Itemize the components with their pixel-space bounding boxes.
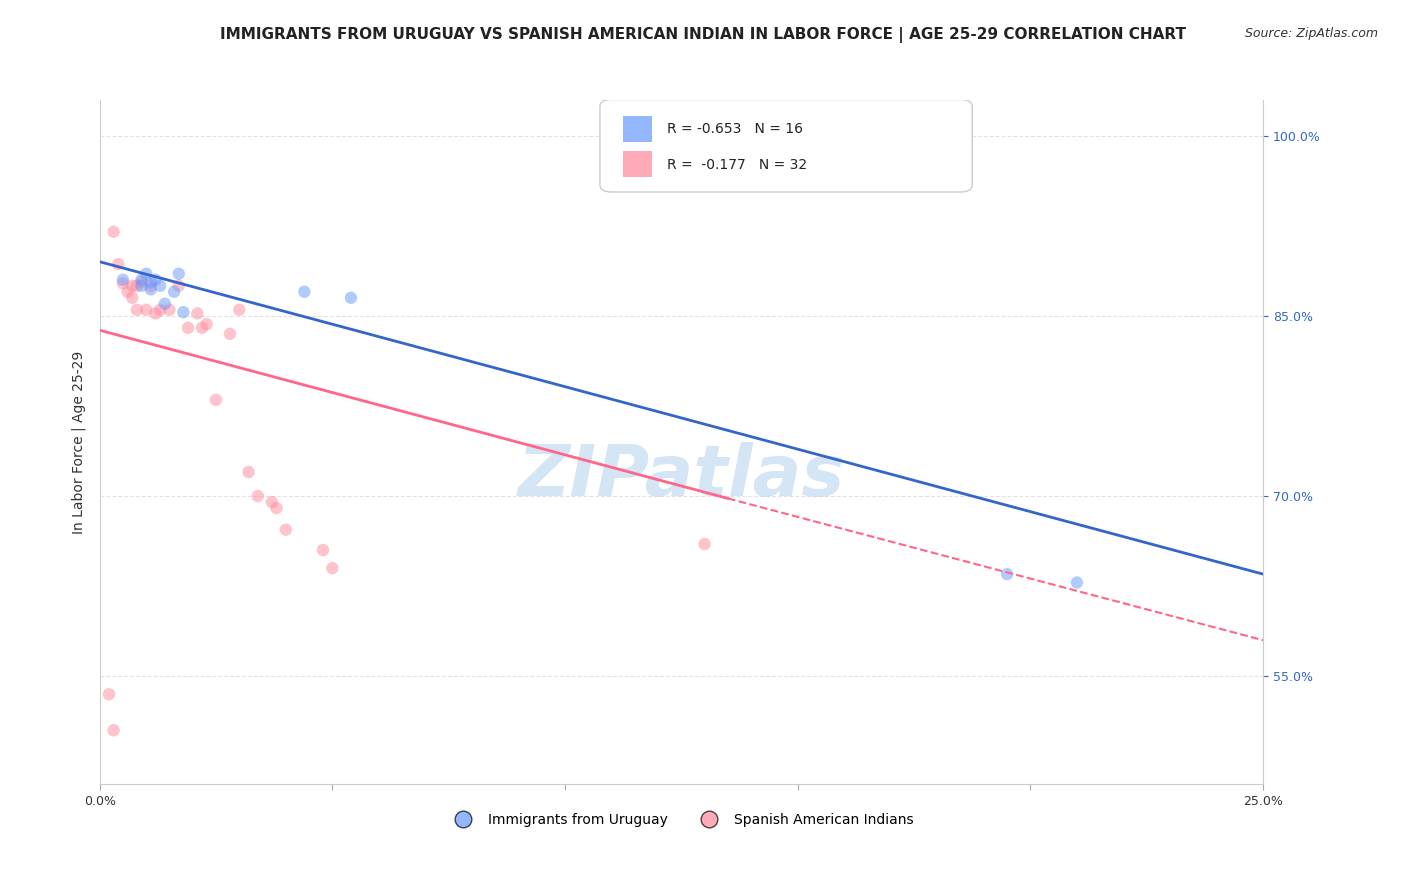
Point <box>195 317 218 331</box>
Point <box>97 687 120 701</box>
Point <box>312 543 335 558</box>
Point <box>163 285 186 299</box>
Point <box>159 302 181 317</box>
Point <box>260 495 283 509</box>
Point <box>145 273 167 287</box>
Point <box>121 278 143 293</box>
Bar <box>623 151 652 177</box>
Text: IMMIGRANTS FROM URUGUAY VS SPANISH AMERICAN INDIAN IN LABOR FORCE | AGE 25-29 CO: IMMIGRANTS FROM URUGUAY VS SPANISH AMERI… <box>219 27 1187 43</box>
Point <box>131 278 153 293</box>
Point <box>205 392 228 407</box>
Point <box>177 321 200 335</box>
Point <box>125 278 148 293</box>
FancyBboxPatch shape <box>600 100 972 192</box>
Point <box>219 326 242 341</box>
Point <box>103 225 125 239</box>
Point <box>238 465 260 479</box>
Point <box>995 567 1018 582</box>
Bar <box>623 116 652 142</box>
Point <box>139 275 162 289</box>
Point <box>117 285 139 299</box>
Point <box>294 285 316 299</box>
Point <box>121 291 143 305</box>
Point <box>139 278 162 293</box>
Text: R = -0.653   N = 16: R = -0.653 N = 16 <box>668 122 803 136</box>
Point <box>172 305 194 319</box>
Y-axis label: In Labor Force | Age 25-29: In Labor Force | Age 25-29 <box>72 351 86 533</box>
Point <box>266 501 288 516</box>
Text: R =  -0.177   N = 32: R = -0.177 N = 32 <box>668 158 807 171</box>
Point <box>107 257 129 271</box>
Point <box>111 277 134 291</box>
Point <box>145 306 167 320</box>
Point <box>135 302 157 317</box>
Point <box>340 291 363 305</box>
Point <box>131 273 153 287</box>
Point <box>103 723 125 738</box>
Text: ZIPatlas: ZIPatlas <box>517 442 845 511</box>
Point <box>321 561 343 575</box>
Point <box>186 306 208 320</box>
Point <box>246 489 269 503</box>
Text: Source: ZipAtlas.com: Source: ZipAtlas.com <box>1244 27 1378 40</box>
Legend: Immigrants from Uruguay, Spanish American Indians: Immigrants from Uruguay, Spanish America… <box>443 807 920 832</box>
Point <box>167 278 190 293</box>
Point <box>228 302 250 317</box>
Point <box>1066 575 1088 590</box>
Point <box>135 267 157 281</box>
Point <box>153 297 176 311</box>
Point <box>111 273 134 287</box>
Point <box>139 282 162 296</box>
Point <box>149 278 172 293</box>
Point <box>167 267 190 281</box>
Point <box>149 302 172 317</box>
Point <box>131 275 153 289</box>
Point <box>125 302 148 317</box>
Point <box>693 537 716 551</box>
Point <box>191 321 214 335</box>
Point <box>274 523 297 537</box>
